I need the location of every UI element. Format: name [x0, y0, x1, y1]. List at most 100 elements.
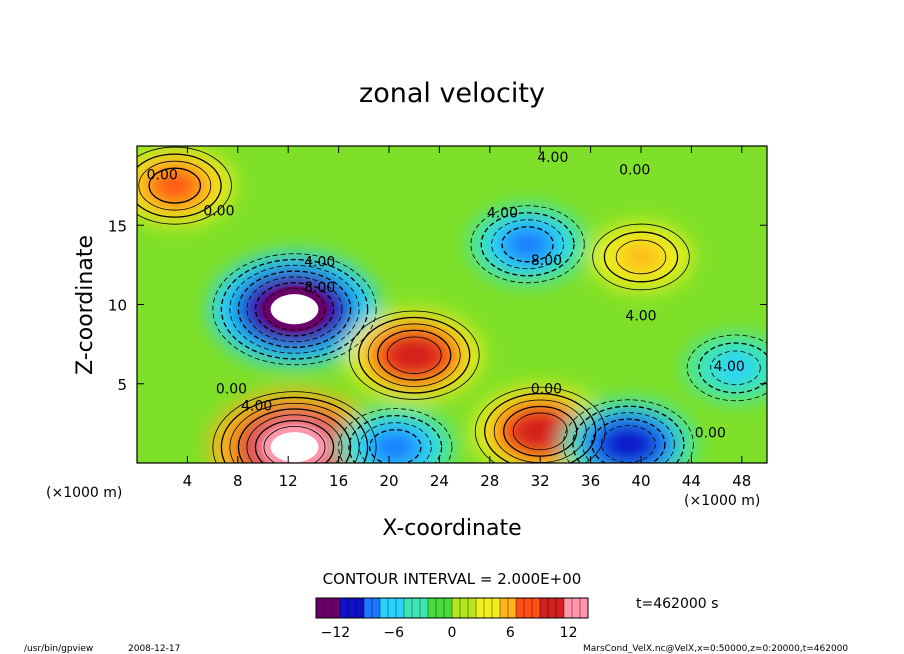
colorbar-frame: [315, 597, 589, 619]
x-tick-label: 32: [531, 472, 550, 490]
x-tick-label: 4: [183, 472, 193, 490]
colorbar-swatch: [548, 598, 557, 618]
colorbar-swatch: [412, 598, 421, 618]
contour-label: 0.00: [619, 163, 650, 179]
colorbar-swatch: [340, 598, 349, 618]
contour-line: [348, 310, 480, 400]
footer-program: /usr/bin/gpview: [24, 644, 93, 654]
colorbar-swatch: [332, 598, 341, 618]
colorbar-swatch: [444, 598, 453, 618]
field-core: [148, 167, 201, 204]
colorbar-swatch: [540, 598, 549, 618]
contour-line: [572, 405, 685, 463]
y-axis-label: Z-coordinate: [73, 235, 98, 375]
contour-line: [386, 336, 442, 374]
contour-line: [591, 418, 666, 463]
contour-line: [220, 258, 369, 360]
colorbar-swatch: [348, 598, 357, 618]
footer-source: MarsCond_VelX.nc@VelX,x=0:50000,z=0:2000…: [583, 644, 848, 654]
colorbar-tick-label: −12: [321, 625, 351, 641]
contour-line: [137, 153, 222, 218]
contour-line: [212, 391, 377, 463]
x-unit-right: (×1000 m): [684, 493, 760, 509]
colorbar-swatch: [436, 598, 445, 618]
field-core: [510, 410, 571, 453]
contour-line: [369, 429, 422, 463]
field-core: [501, 225, 554, 263]
contour-label: 4.00: [304, 254, 335, 270]
contour-line: [254, 419, 335, 463]
colorbar-swatch: [572, 598, 581, 618]
chart-title: zonal velocity: [359, 78, 545, 109]
contour-line: [358, 316, 471, 394]
x-tick-label: 28: [480, 472, 499, 490]
y-tick-label: 15: [108, 217, 127, 235]
field-core: [598, 422, 659, 463]
contour-line: [263, 426, 326, 463]
colorbar-tick-label: 6: [506, 625, 515, 641]
contour-line: [137, 146, 232, 225]
contour-line: [377, 329, 452, 381]
x-tick-label: 20: [379, 472, 398, 490]
contour-interval: CONTOUR INTERVAL = 2.000E+00: [323, 570, 582, 588]
colorbar-swatch: [452, 598, 461, 618]
colorbar-swatch: [508, 598, 517, 618]
contour-line: [480, 212, 575, 277]
contour-label: 4.00: [487, 205, 518, 221]
contour-label: 8.00: [531, 253, 562, 269]
field-core: [384, 334, 445, 377]
contour-line: [601, 425, 656, 463]
colorbar-swatch: [556, 598, 565, 618]
colorbar-swatch: [476, 598, 485, 618]
contour-line: [246, 276, 343, 342]
x-tick-label: 24: [430, 472, 449, 490]
contour-label: 8.00: [304, 280, 335, 296]
colorbar: [315, 598, 589, 618]
contour-line: [615, 239, 667, 275]
colorbar-swatch: [500, 598, 509, 618]
contour-line: [710, 350, 761, 386]
x-axis-label: X-coordinate: [382, 516, 521, 541]
field-saturated-center: [270, 432, 319, 463]
colorbar-swatch: [364, 598, 373, 618]
contour-line: [212, 253, 377, 366]
contour-label: 0.00: [695, 426, 726, 442]
contour-line: [470, 205, 585, 284]
contour-line: [686, 334, 767, 402]
colorbar-swatch: [396, 598, 405, 618]
colorbar-swatch: [324, 598, 333, 618]
field-core: [713, 352, 758, 384]
contour-line: [138, 160, 212, 211]
x-tick-label: 40: [631, 472, 650, 490]
contour-line: [474, 386, 606, 463]
contour-label: 0.00: [203, 204, 234, 220]
colorbar-swatch: [516, 598, 525, 618]
contour-label: 4.00: [714, 359, 745, 375]
colorbar-swatch: [492, 598, 501, 618]
contour-line: [563, 399, 694, 463]
colorbar-swatch: [564, 598, 573, 618]
contour-line: [484, 392, 597, 463]
plot-area: [137, 146, 767, 463]
colorbar-swatch: [420, 598, 429, 618]
contour-line: [237, 270, 352, 349]
colorbar-swatch: [380, 598, 389, 618]
y-tick-label: 10: [108, 297, 127, 315]
colorbar-swatch: [524, 598, 533, 618]
colorbar-swatch: [404, 598, 413, 618]
colorbar-tick-label: −6: [383, 625, 404, 641]
contour-line: [229, 264, 360, 354]
colorbar-swatch: [428, 598, 437, 618]
contour-label: 0.00: [147, 167, 178, 183]
colorbar-swatch: [460, 598, 469, 618]
x-tick-label: 48: [732, 472, 751, 490]
contour-line: [348, 415, 443, 463]
time-label: t=462000 s: [636, 596, 718, 612]
colorbar-swatch: [356, 598, 365, 618]
y-tick-label: 5: [117, 376, 127, 394]
contour-line: [592, 223, 690, 291]
x-unit-left: (×1000 m): [46, 485, 122, 501]
colorbar-swatch: [580, 598, 589, 618]
colorbar-swatch: [484, 598, 493, 618]
colorbar-swatch: [532, 598, 541, 618]
